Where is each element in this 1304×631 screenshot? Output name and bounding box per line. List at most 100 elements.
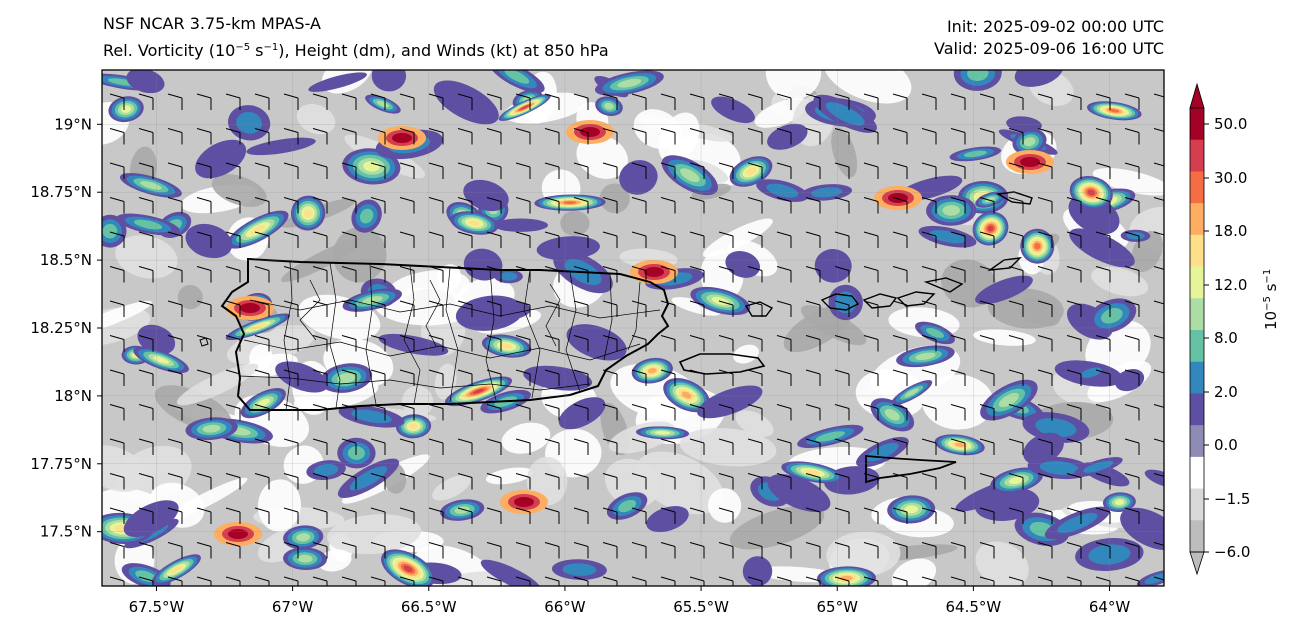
wind-barb — [486, 576, 502, 586]
wind-barb — [1037, 438, 1053, 455]
wind-barb — [863, 93, 879, 110]
wind-barb — [1153, 300, 1164, 305]
wind-barb — [109, 335, 125, 352]
wind-barb — [979, 93, 995, 110]
wind-barb — [1008, 576, 1024, 586]
wind-barb — [602, 473, 618, 490]
wind-barb — [370, 507, 386, 524]
wind-barb — [1124, 369, 1140, 386]
wind-barb — [1153, 473, 1164, 477]
wind-barb — [573, 369, 589, 386]
wind-barb — [776, 231, 792, 248]
wind-barb — [863, 576, 879, 586]
wind-barb — [660, 197, 676, 214]
lon-label: 64°W — [1089, 598, 1131, 616]
vorticity-field — [102, 70, 1164, 586]
wind-barb — [863, 473, 879, 490]
wind-barb — [1124, 404, 1140, 421]
wind-barb — [196, 404, 212, 421]
wind-barb — [718, 231, 734, 248]
colorbar: 50.0 30.0 18.0 12.0 8.0 2.0 0.0 −1.5 −6.0 — [1189, 82, 1250, 576]
wind-barb — [370, 300, 386, 317]
wind-barb — [631, 438, 647, 455]
wind-barb — [631, 128, 647, 145]
wind-barb — [631, 473, 647, 490]
wind-barb — [631, 542, 647, 559]
wind-barb — [892, 162, 908, 179]
wind-barb — [1095, 404, 1111, 421]
wind-barb — [863, 507, 879, 524]
wind-barb — [602, 542, 618, 559]
wind-barb — [747, 369, 763, 386]
wind-barb — [138, 473, 154, 490]
wind-barb — [312, 93, 328, 110]
wind-barb — [283, 128, 299, 145]
wind-barb — [689, 576, 705, 586]
wind-barb — [167, 300, 183, 317]
wind-barb — [225, 438, 241, 455]
wind-barb — [718, 542, 734, 559]
wind-barb — [312, 542, 328, 559]
wind-barb — [1008, 128, 1024, 145]
colorbar-label-part: s — [1262, 283, 1280, 297]
wind-barb — [457, 128, 473, 145]
wind-barb — [1153, 231, 1164, 236]
wind-barb — [283, 197, 299, 214]
wind-barb — [138, 438, 154, 455]
lat-label: 19°N — [54, 115, 92, 133]
wind-barb — [486, 438, 502, 455]
wind-barb — [863, 438, 879, 455]
wind-barb — [892, 231, 908, 248]
wind-barb — [486, 162, 502, 179]
wind-barb — [776, 128, 792, 145]
wind-barb — [631, 369, 647, 386]
wind-barb — [747, 128, 763, 145]
latitude-labels: 19°N 18.75°N 18.5°N 18.25°N 18°N 17.75°N 17.5°… — [30, 115, 102, 541]
wind-barb — [834, 507, 850, 524]
wind-barb — [544, 197, 560, 214]
wind-barb — [138, 266, 154, 283]
wind-barb — [602, 231, 618, 248]
wind-barb — [805, 162, 821, 179]
colorbar-segment — [1190, 203, 1204, 236]
wind-barb — [312, 369, 328, 386]
wind-barb — [225, 300, 241, 317]
wind-barb — [660, 576, 676, 586]
wind-barb — [834, 93, 850, 110]
wind-barb — [689, 507, 705, 524]
wind-barb — [196, 438, 212, 455]
wind-barb — [602, 404, 618, 421]
wind-barb — [892, 438, 908, 455]
wind-barb — [631, 404, 647, 421]
wind-barb — [254, 128, 270, 145]
wind-barb — [1037, 369, 1053, 386]
wind-barb — [747, 93, 763, 110]
wind-barb — [834, 266, 850, 283]
wind-barb — [428, 266, 444, 283]
wind-barb — [1037, 335, 1053, 352]
lat-label: 18.75°N — [30, 183, 92, 201]
wind-barb — [689, 197, 705, 214]
wind-barb — [776, 369, 792, 386]
anegada-coast — [987, 257, 1022, 271]
wind-barb — [544, 576, 560, 586]
wind-barb — [1095, 162, 1111, 179]
wind-barb — [1153, 438, 1164, 443]
wind-barb — [457, 507, 473, 524]
wind-barb — [1153, 197, 1164, 201]
wind-barb — [1153, 128, 1164, 132]
wind-barb — [921, 507, 937, 524]
wind-barb — [544, 507, 560, 524]
wind-barb — [776, 266, 792, 283]
wind-barb — [312, 473, 328, 490]
wind-barb — [341, 576, 357, 586]
wind-barb — [341, 507, 357, 524]
wind-barb — [689, 162, 705, 179]
wind-barb — [689, 335, 705, 352]
wind-barb — [1124, 473, 1140, 490]
wind-barb — [950, 473, 966, 490]
wind-barb — [979, 507, 995, 524]
wind-barb — [718, 162, 734, 179]
wind-barb — [1124, 231, 1140, 248]
wind-barb — [805, 335, 821, 352]
